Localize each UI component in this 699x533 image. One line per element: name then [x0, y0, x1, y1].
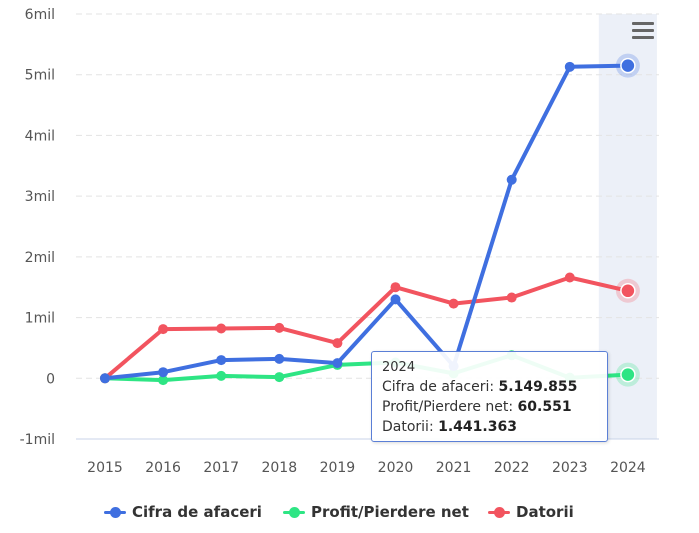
series-line	[103, 63, 630, 381]
legend-item-cifra-de-afaceri[interactable]: Cifra de afaceri	[104, 500, 262, 524]
data-point[interactable]	[390, 294, 401, 305]
data-point[interactable]	[158, 375, 169, 386]
data-point[interactable]	[216, 370, 227, 381]
tooltip-row: Profit/Pierdere net: 60.551	[382, 397, 597, 417]
tooltip-row-value: 1.441.363	[438, 419, 517, 435]
tooltip-row-label: Cifra de afaceri:	[382, 379, 499, 395]
data-point[interactable]	[620, 57, 636, 74]
data-point[interactable]	[448, 298, 459, 309]
data-point[interactable]	[564, 272, 575, 283]
data-point[interactable]	[620, 366, 636, 383]
data-point[interactable]	[332, 338, 343, 349]
data-point[interactable]	[274, 372, 285, 383]
data-point[interactable]	[274, 353, 285, 364]
data-point[interactable]	[620, 283, 636, 299]
legend-marker-icon	[104, 505, 126, 519]
tooltip-header: 2024	[382, 360, 416, 375]
data-point[interactable]	[216, 323, 227, 334]
tooltip-row-value: 5.149.855	[498, 379, 578, 395]
y-tick-label: 0	[46, 371, 55, 387]
legend-marker-icon	[283, 505, 305, 519]
data-point[interactable]	[158, 367, 169, 378]
y-tick-label: 2mil	[25, 250, 55, 266]
y-tick-label: 4mil	[25, 128, 55, 144]
y-tick-label: 6mil	[25, 7, 55, 23]
data-point[interactable]	[274, 322, 285, 333]
hamburger-menu-icon	[632, 22, 654, 25]
legend-item-datorii[interactable]: Datorii	[488, 500, 574, 524]
data-point[interactable]	[506, 292, 517, 303]
chart-tooltip: 2024 Cifra de afaceri: 5.149.855 Profit/…	[371, 351, 608, 442]
legend-label: Datorii	[516, 503, 574, 521]
chart-legend: Cifra de afaceri Profit/Pierdere net Dat…	[0, 498, 699, 526]
x-tick-label: 2022	[494, 460, 530, 476]
tooltip-row-value: 60.551	[517, 399, 572, 415]
data-point[interactable]	[332, 358, 343, 369]
chart-menu-button[interactable]	[624, 14, 660, 46]
x-tick-label: 2023	[552, 460, 588, 476]
x-tick-label: 2020	[378, 460, 414, 476]
data-point[interactable]	[100, 373, 110, 384]
y-tick-label: 3mil	[25, 189, 55, 205]
data-point[interactable]	[564, 61, 575, 72]
y-tick-label: -1mil	[20, 432, 55, 448]
legend-label: Cifra de afaceri	[132, 503, 262, 521]
legend-marker-icon	[488, 505, 510, 519]
tooltip-row-label: Profit/Pierdere net:	[382, 399, 518, 415]
y-tick-label: 1mil	[25, 311, 55, 327]
legend-label: Profit/Pierdere net	[311, 503, 469, 521]
x-tick-label: 2017	[203, 460, 239, 476]
x-tick-label: 2019	[320, 460, 356, 476]
x-tick-label: 2018	[261, 460, 297, 476]
y-tick-label: 5mil	[25, 68, 55, 84]
tooltip-row: Datorii: 1.441.363	[382, 417, 597, 437]
data-point[interactable]	[158, 324, 169, 335]
data-point[interactable]	[390, 282, 401, 293]
data-point[interactable]	[216, 355, 227, 366]
x-tick-label: 2016	[145, 460, 181, 476]
series-line	[103, 275, 630, 381]
x-tick-label: 2021	[436, 460, 472, 476]
x-tick-label: 2015	[87, 460, 123, 476]
data-point[interactable]	[506, 174, 517, 185]
tooltip-row-label: Datorii:	[382, 419, 439, 435]
x-tick-label: 2024	[610, 460, 646, 476]
tooltip-row: Cifra de afaceri: 5.149.855	[382, 377, 597, 397]
legend-item-profit-pierdere-net[interactable]: Profit/Pierdere net	[283, 500, 469, 524]
